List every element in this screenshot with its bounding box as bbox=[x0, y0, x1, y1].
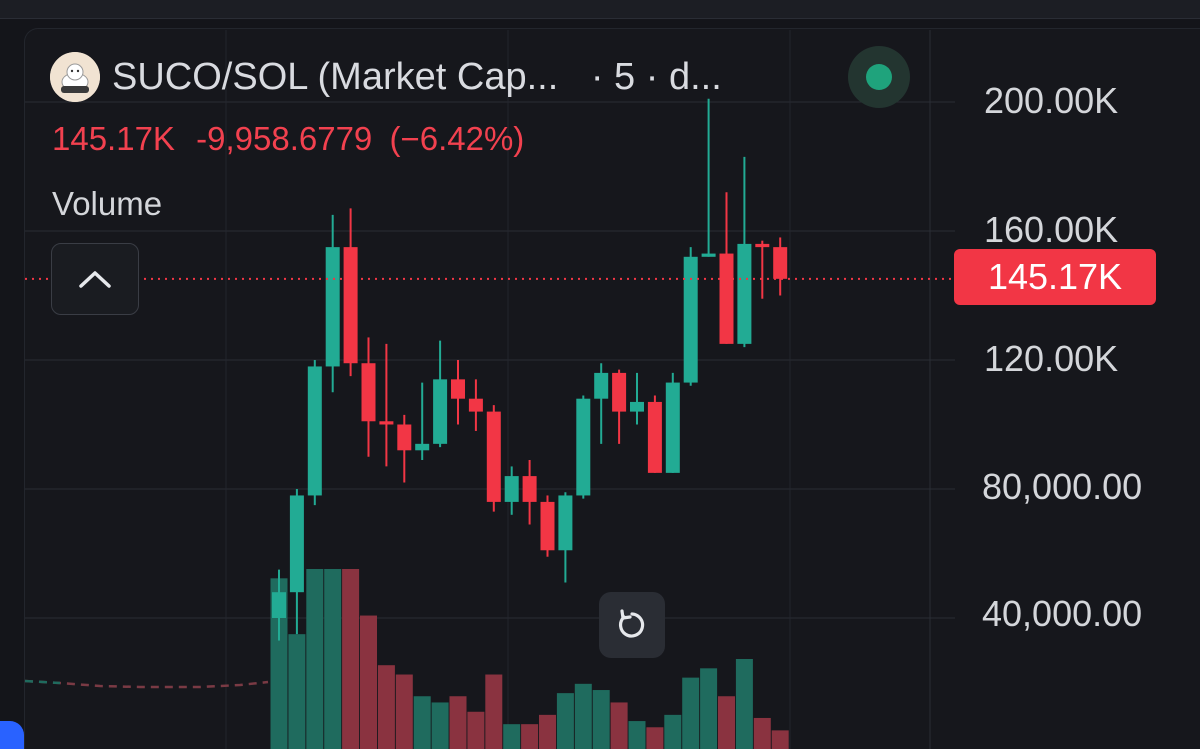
volume-bar bbox=[431, 702, 449, 749]
chart-title[interactable]: SUCO/SOL (Market Cap... · 5 · d... bbox=[112, 52, 722, 102]
candle-body bbox=[325, 247, 340, 367]
token-logo-icon[interactable] bbox=[50, 52, 100, 102]
volume-bar bbox=[592, 690, 610, 749]
last-value: 145.17K bbox=[52, 120, 175, 157]
candle-body bbox=[486, 411, 501, 502]
candle-body bbox=[558, 495, 573, 551]
top-bar bbox=[0, 0, 1200, 19]
price-scale-label: 120.00K bbox=[984, 338, 1119, 379]
change-percent: (−6.42%) bbox=[389, 120, 525, 157]
volume-bar bbox=[735, 659, 753, 749]
candle-body bbox=[397, 424, 412, 451]
candle-body bbox=[343, 247, 358, 364]
candle-body bbox=[701, 253, 716, 257]
candle-body bbox=[379, 421, 394, 425]
candle-body bbox=[307, 366, 322, 496]
volume-bar bbox=[503, 724, 521, 749]
volume-bar bbox=[306, 569, 324, 749]
candle-body bbox=[665, 382, 680, 473]
volume-bar bbox=[521, 724, 539, 749]
grid-lines bbox=[25, 30, 955, 749]
volume-bar bbox=[682, 677, 700, 749]
candle-body bbox=[612, 372, 627, 412]
price-scale-label: 40,000.00 bbox=[982, 593, 1143, 634]
candle-body bbox=[630, 401, 644, 412]
volume-bar bbox=[449, 696, 467, 749]
candle-body bbox=[522, 476, 537, 502]
volume-bar bbox=[771, 730, 789, 749]
volume-bar bbox=[270, 578, 288, 749]
candles bbox=[272, 98, 788, 641]
candle-body bbox=[504, 476, 519, 502]
volume-bar bbox=[664, 714, 682, 749]
candle-body bbox=[272, 592, 286, 618]
candle-body bbox=[737, 243, 752, 344]
symbol-title[interactable]: SUCO/SOL (Market Cap... bbox=[112, 56, 559, 98]
volume-bar bbox=[324, 569, 342, 749]
volume-indicator-label[interactable]: Volume bbox=[52, 185, 163, 222]
volume-bar bbox=[628, 721, 646, 749]
volume-bar bbox=[342, 569, 360, 749]
candle-body bbox=[755, 243, 770, 248]
volume-bar bbox=[718, 696, 735, 749]
interval-label[interactable]: · 5 · d... bbox=[590, 56, 722, 98]
volume-bar bbox=[539, 714, 556, 749]
volume-bar bbox=[610, 702, 628, 749]
candle-body bbox=[719, 253, 734, 344]
volume-bar bbox=[395, 674, 413, 749]
candle-body bbox=[451, 379, 465, 399]
reset-chart-button[interactable] bbox=[599, 592, 665, 658]
volume-ma-line bbox=[24, 679, 269, 689]
volume-bar bbox=[485, 674, 503, 749]
candle-body bbox=[433, 379, 448, 444]
volume-bar bbox=[360, 615, 377, 749]
collapse-legend-button[interactable] bbox=[51, 243, 139, 315]
candle-body bbox=[594, 372, 609, 399]
volume-bar bbox=[413, 696, 431, 749]
candle-body bbox=[773, 247, 788, 279]
volume-moving-average bbox=[24, 679, 269, 689]
volume-bar bbox=[700, 668, 718, 749]
candle-body bbox=[647, 401, 662, 473]
chevron-up-icon bbox=[79, 271, 111, 288]
volume-bar bbox=[646, 727, 664, 749]
candle-body bbox=[289, 495, 304, 593]
reset-icon bbox=[618, 609, 645, 638]
candle-body bbox=[683, 256, 698, 383]
volume-bar bbox=[753, 717, 771, 749]
candle-body bbox=[361, 363, 376, 422]
candle-body bbox=[540, 501, 555, 551]
candle-body bbox=[576, 398, 591, 496]
side-handle bbox=[0, 721, 24, 749]
volume-bar bbox=[377, 665, 395, 749]
status-dot-icon[interactable] bbox=[848, 46, 910, 108]
price-scale-label: 200.00K bbox=[984, 80, 1119, 121]
candle-body bbox=[468, 398, 483, 412]
price-scale-label: 160.00K bbox=[984, 209, 1119, 250]
price-scale-label: 80,000.00 bbox=[982, 466, 1143, 507]
candle-body bbox=[415, 443, 430, 451]
volume-bar bbox=[556, 693, 574, 749]
volume-bars bbox=[270, 569, 789, 749]
volume-bar bbox=[467, 711, 485, 749]
volume-bar bbox=[288, 634, 306, 749]
volume-ma-line-up bbox=[24, 679, 61, 685]
change-value: -9,958.6779 bbox=[196, 120, 373, 157]
current-price-tag: 145.17K bbox=[954, 249, 1156, 305]
ohlc-legend: 145.17K -9,958.6779 (−6.42%) bbox=[52, 118, 524, 160]
volume-bar bbox=[574, 683, 592, 749]
